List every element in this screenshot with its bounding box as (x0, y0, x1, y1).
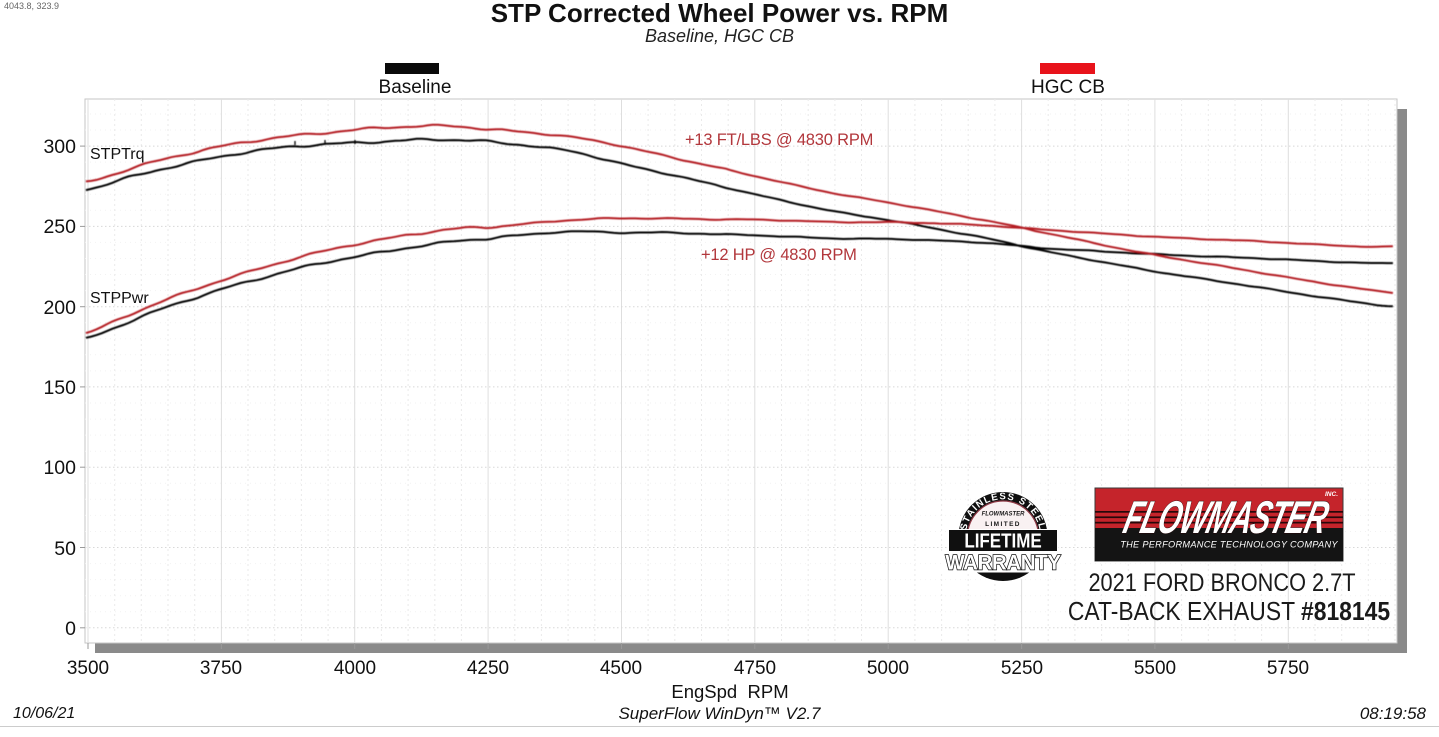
svg-text:LIMITED: LIMITED (985, 521, 1021, 528)
svg-text:THE PERFORMANCE TECHNOLOGY COM: THE PERFORMANCE TECHNOLOGY COMPANY (1120, 540, 1338, 550)
svg-text:FLOWMASTER: FLOWMASTER (982, 510, 1025, 517)
svg-text:INC.: INC. (1325, 491, 1338, 498)
svg-text:WARRANTY: WARRANTY (945, 551, 1061, 574)
svg-text:FLOWMASTER: FLOWMASTER (1119, 492, 1334, 543)
svg-text:LIFETIME: LIFETIME (964, 529, 1041, 552)
